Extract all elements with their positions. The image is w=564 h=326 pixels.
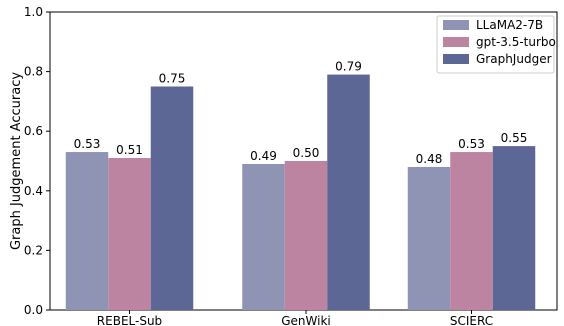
legend-label: LLaMA2-7B	[476, 18, 543, 32]
y-axis-label: Graph Judgement Accuracy	[9, 72, 24, 250]
legend-label: GraphJudger	[476, 52, 552, 66]
bar	[65, 152, 109, 310]
value-labels: 0.53 0.51 0.75 0.49 0.50 0.79 0.48 0.53 0.55	[74, 60, 528, 166]
y-tick-label: 0.2	[24, 243, 43, 257]
legend: LLaMA2-7B gpt-3.5-turbo GraphJudger	[436, 15, 556, 74]
bar-value-label: 0.49	[250, 149, 277, 163]
bar	[450, 152, 493, 310]
x-tick-label: GenWiki	[281, 314, 331, 326]
bar-value-label: 0.48	[416, 152, 443, 166]
bar-value-label: 0.51	[116, 143, 143, 157]
legend-swatch	[443, 20, 469, 30]
bar	[407, 166, 451, 310]
bar	[284, 161, 328, 310]
x-tick-label: REBEL-Sub	[97, 314, 162, 326]
bar	[242, 163, 285, 310]
bar	[327, 74, 370, 310]
y-tick-label: 1.0	[24, 5, 43, 19]
legend-swatch	[443, 54, 469, 64]
legend-swatch	[443, 37, 469, 47]
bar	[150, 86, 194, 310]
legend-label: gpt-3.5-turbo	[476, 35, 556, 49]
bars	[65, 74, 536, 310]
bar-value-label: 0.53	[458, 137, 485, 151]
y-tick-label: 0.8	[24, 65, 43, 79]
bar-value-label: 0.50	[293, 146, 320, 160]
y-tick-label: 0.0	[24, 303, 43, 317]
x-tick-label: SCIERC	[450, 314, 493, 326]
y-tick-label: 0.6	[24, 124, 43, 138]
bar-value-label: 0.55	[501, 131, 528, 145]
bar-value-label: 0.75	[159, 72, 186, 86]
bar-value-label: 0.79	[335, 60, 362, 74]
y-tick-label: 0.4	[24, 184, 43, 198]
bar	[492, 146, 536, 310]
bar	[108, 158, 151, 310]
bar-value-label: 0.53	[74, 137, 101, 151]
